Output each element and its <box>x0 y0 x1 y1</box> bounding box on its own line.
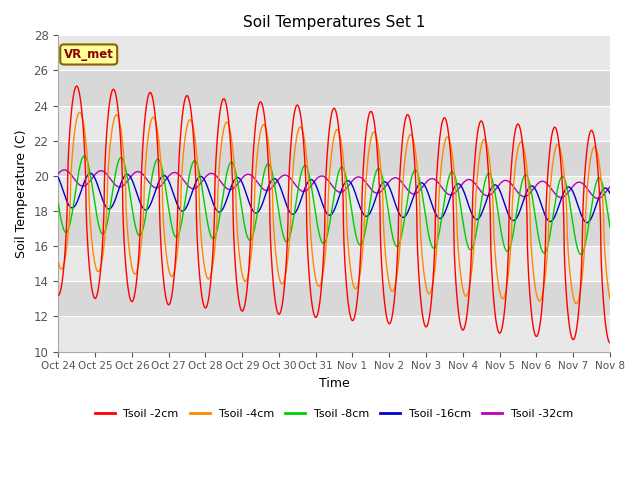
Bar <box>58 211 610 246</box>
Bar <box>58 106 610 141</box>
Tsoil -32cm <box>428 176 435 181</box>
Line: Tsoil -2cm: Tsoil -2cm <box>58 86 610 343</box>
Line: Tsoil -8cm: Tsoil -8cm <box>58 156 610 254</box>
Tsoil -2cm <box>428 299 435 305</box>
Tsoil -8cm <box>577 252 585 257</box>
Tsoil -4cm <box>154 128 161 134</box>
Tsoil -4cm <box>458 280 466 286</box>
Bar <box>58 71 610 106</box>
Tsoil -32cm <box>60 167 68 173</box>
Tsoil -16cm <box>458 184 466 190</box>
Tsoil -2cm <box>458 326 466 332</box>
Line: Tsoil -4cm: Tsoil -4cm <box>58 112 610 303</box>
Tsoil -8cm <box>489 180 497 186</box>
Bar <box>58 141 610 176</box>
Tsoil -32cm <box>606 184 614 190</box>
Line: Tsoil -32cm: Tsoil -32cm <box>58 170 610 198</box>
Tsoil -32cm <box>605 184 613 190</box>
Title: Soil Temperatures Set 1: Soil Temperatures Set 1 <box>243 15 426 30</box>
Tsoil -2cm <box>154 143 161 148</box>
Bar <box>58 281 610 316</box>
Tsoil -16cm <box>606 191 614 196</box>
Tsoil -16cm <box>314 187 321 192</box>
Tsoil -16cm <box>86 170 94 176</box>
Tsoil -2cm <box>54 292 62 298</box>
Tsoil -4cm <box>605 293 613 299</box>
Legend: Tsoil -2cm, Tsoil -4cm, Tsoil -8cm, Tsoil -16cm, Tsoil -32cm: Tsoil -2cm, Tsoil -4cm, Tsoil -8cm, Tsoi… <box>90 405 578 423</box>
Tsoil -2cm <box>605 339 613 345</box>
Tsoil -32cm <box>489 190 497 195</box>
Tsoil -4cm <box>489 202 497 208</box>
Tsoil -8cm <box>428 242 435 248</box>
Tsoil -32cm <box>314 175 321 181</box>
Tsoil -16cm <box>605 190 613 195</box>
Tsoil -16cm <box>428 200 435 205</box>
Tsoil -8cm <box>314 223 321 228</box>
Tsoil -8cm <box>605 221 613 227</box>
Tsoil -32cm <box>154 185 161 191</box>
Tsoil -8cm <box>54 201 62 206</box>
Tsoil -2cm <box>489 288 497 294</box>
Tsoil -4cm <box>314 282 321 288</box>
Bar <box>58 36 610 71</box>
Tsoil -8cm <box>606 224 614 230</box>
Tsoil -32cm <box>54 171 62 177</box>
Bar <box>58 316 610 351</box>
Tsoil -2cm <box>73 83 81 89</box>
Bar <box>58 246 610 281</box>
Tsoil -2cm <box>314 312 321 317</box>
Tsoil -8cm <box>458 211 466 217</box>
Tsoil -4cm <box>428 288 435 293</box>
Tsoil -32cm <box>594 195 602 201</box>
Tsoil -16cm <box>489 183 497 189</box>
Tsoil -4cm <box>606 296 614 301</box>
Tsoil -8cm <box>81 153 88 159</box>
Tsoil -32cm <box>458 182 466 188</box>
Y-axis label: Soil Temperature (C): Soil Temperature (C) <box>15 129 28 258</box>
Tsoil -8cm <box>154 156 161 162</box>
Text: VR_met: VR_met <box>64 48 114 61</box>
Tsoil -4cm <box>572 300 580 306</box>
Tsoil -16cm <box>154 182 161 188</box>
X-axis label: Time: Time <box>319 377 349 390</box>
Tsoil -16cm <box>54 175 62 180</box>
Tsoil -4cm <box>76 109 84 115</box>
Tsoil -4cm <box>54 259 62 265</box>
Line: Tsoil -16cm: Tsoil -16cm <box>58 173 610 223</box>
Tsoil -2cm <box>606 340 614 346</box>
Bar <box>58 176 610 211</box>
Tsoil -16cm <box>583 220 591 226</box>
